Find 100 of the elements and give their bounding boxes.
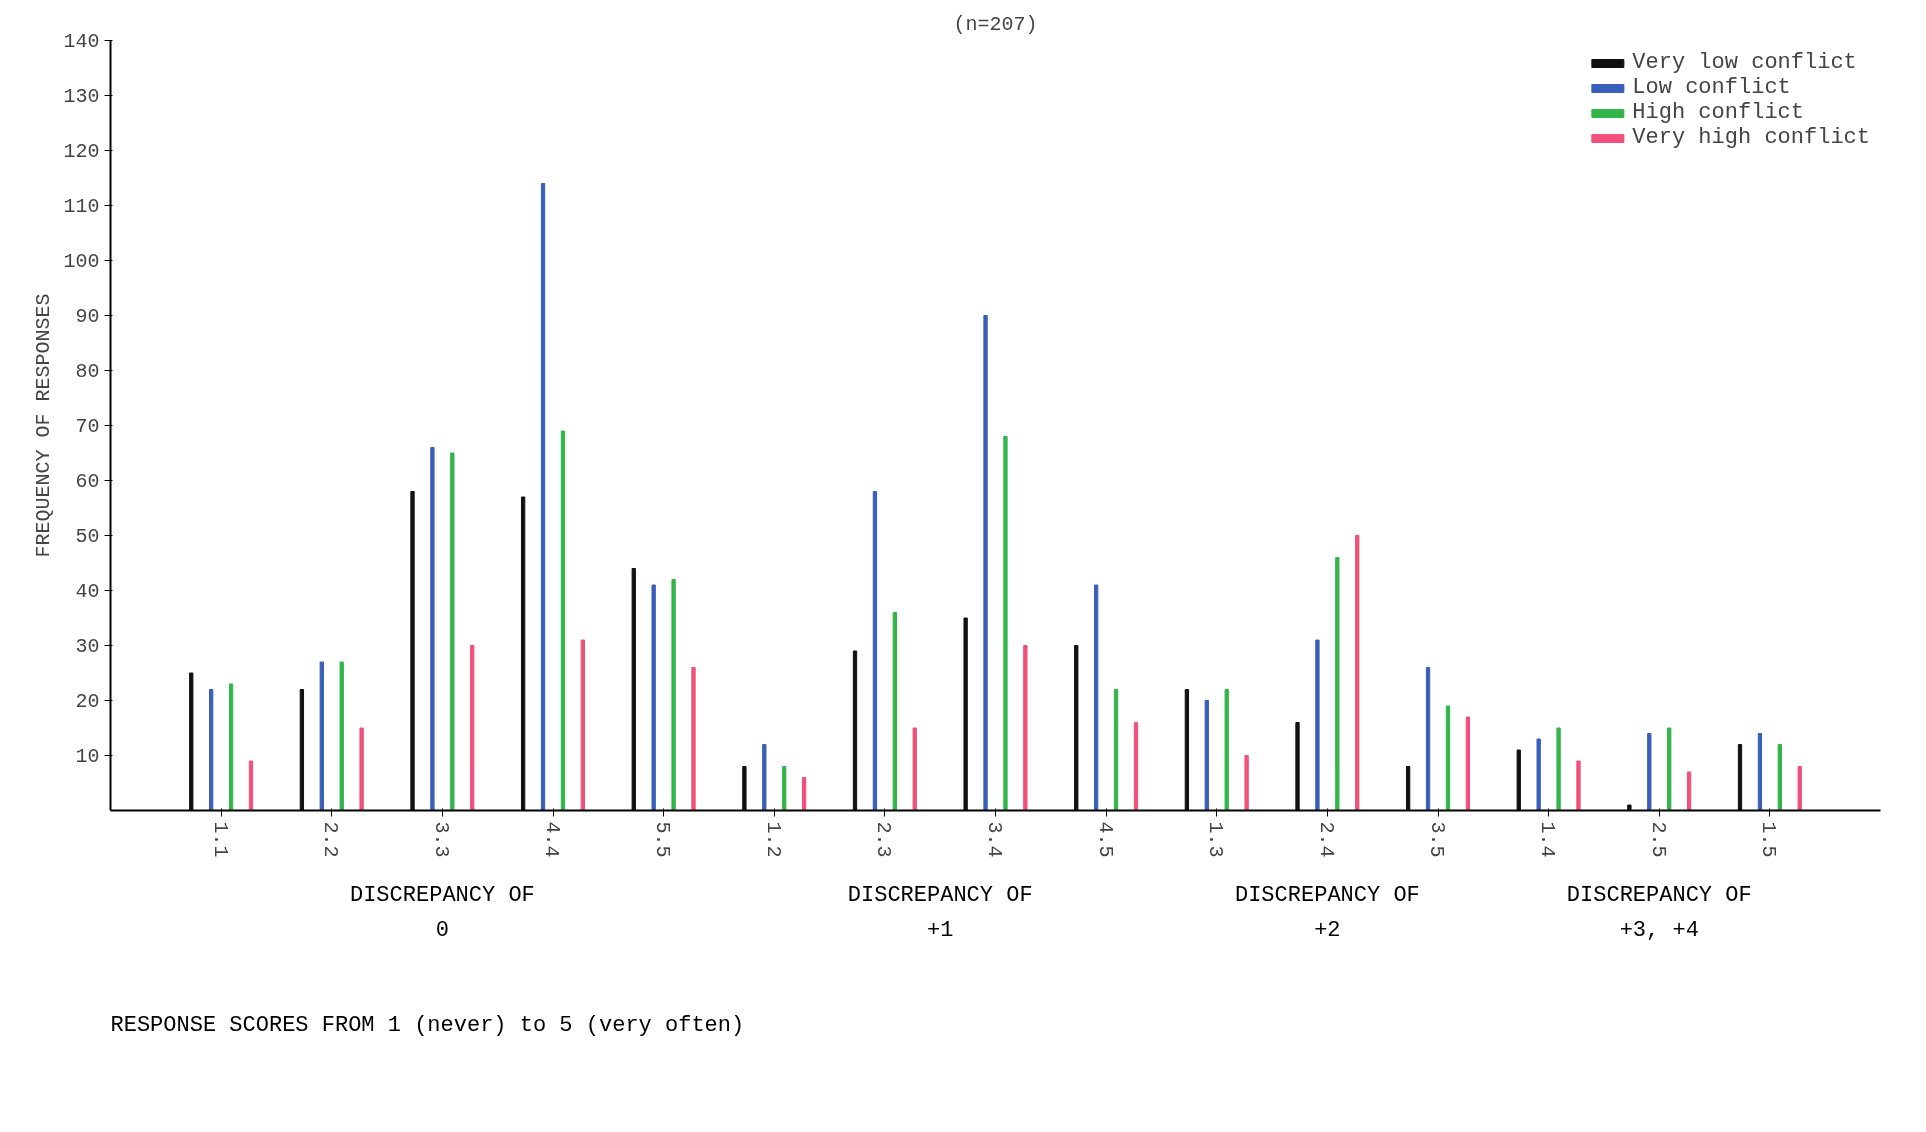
bar <box>580 639 586 811</box>
bar <box>1295 722 1300 811</box>
x-tick-label: 3.5 <box>1425 821 1449 858</box>
bar <box>892 612 897 811</box>
bar <box>691 667 696 811</box>
x-tick-label: 3.3 <box>429 821 453 858</box>
bar <box>1425 667 1431 811</box>
bar <box>852 650 858 811</box>
x-tick-label: 2.4 <box>1314 821 1338 858</box>
bar <box>1777 744 1782 811</box>
bar <box>299 689 305 811</box>
bar <box>540 183 546 811</box>
y-tick-label: 50 <box>75 525 100 548</box>
x-tick-label: 2.2 <box>319 821 343 858</box>
y-tick-label: 30 <box>75 635 100 658</box>
legend-label: High conflict <box>1632 100 1804 125</box>
bar <box>1536 738 1541 811</box>
bar <box>801 777 807 811</box>
bar <box>1516 749 1521 811</box>
bar <box>228 683 234 811</box>
bar <box>209 689 214 811</box>
bar <box>1224 689 1229 811</box>
bar <box>359 727 364 811</box>
text: DISCREPANCY OF 0 <box>349 882 535 943</box>
bar <box>1094 584 1099 811</box>
bar <box>631 568 636 811</box>
legend-label: Very high conflict <box>1632 125 1870 150</box>
bar <box>1204 700 1209 811</box>
text: RESPONSE SCORES FROM 1 (never) to 5 (very often) <box>110 1013 745 1038</box>
x-tick-label: 4.4 <box>540 821 564 858</box>
bar <box>983 315 988 811</box>
bar <box>872 491 878 811</box>
bar <box>742 766 747 811</box>
bar <box>1184 689 1190 811</box>
bar <box>912 727 917 811</box>
bar <box>410 491 415 811</box>
bar <box>1686 771 1692 811</box>
text: DISCREPANCY OF +1 <box>847 882 1033 943</box>
x-tick-label: 1.4 <box>1536 821 1560 858</box>
bar <box>1797 766 1802 811</box>
legend-label: Low conflict <box>1632 75 1791 100</box>
y-tick-label: 130 <box>63 85 100 108</box>
y-tick-label: 40 <box>75 580 100 603</box>
x-tick-label: 2.5 <box>1646 821 1670 858</box>
bar <box>651 584 656 811</box>
x-tick-label: 1.5 <box>1757 821 1781 858</box>
bar <box>248 760 254 811</box>
bar <box>782 766 787 811</box>
bar <box>963 617 968 811</box>
bar <box>450 452 455 811</box>
y-tick-label: 60 <box>75 470 100 493</box>
legend-label: Very low conflict <box>1632 50 1857 75</box>
x-tick-label: 5.5 <box>651 821 675 858</box>
text: DISCREPANCY OF +2 <box>1234 882 1420 943</box>
bar <box>1003 436 1008 811</box>
y-tick-label: 80 <box>75 360 100 383</box>
y-tick-label: 110 <box>63 195 100 218</box>
bar <box>1556 727 1561 811</box>
bar <box>1465 716 1471 811</box>
bar <box>339 661 344 811</box>
bar <box>1335 557 1340 811</box>
bar <box>1576 760 1581 811</box>
bar <box>1355 535 1360 811</box>
x-tick-label: 4.5 <box>1093 821 1117 858</box>
y-axis-title: FREQUENCY OF RESPONSES <box>32 293 56 558</box>
bar <box>189 672 194 811</box>
bar <box>671 579 676 811</box>
x-tick-label: 1.3 <box>1204 821 1228 858</box>
y-tick-label: 70 <box>75 415 100 438</box>
bar <box>1074 645 1079 811</box>
bar <box>1315 639 1320 811</box>
x-tick-label: 2.3 <box>872 821 896 858</box>
bar <box>1405 766 1411 811</box>
x-tick-label: 3.4 <box>983 821 1006 858</box>
bar <box>1133 722 1139 811</box>
bar <box>470 645 475 811</box>
x-tick-label: 1.1 <box>208 821 232 858</box>
bar <box>1737 744 1743 811</box>
chart-title: (n=207) <box>953 12 1038 36</box>
y-tick-label: 140 <box>63 30 100 53</box>
bar <box>1244 755 1249 811</box>
y-tick-label: 10 <box>75 745 100 768</box>
y-tick-label: 120 <box>63 140 100 163</box>
bar <box>762 744 767 811</box>
bar <box>1445 705 1451 811</box>
bar <box>1647 733 1652 811</box>
text: DISCREPANCY OF +3, +4 <box>1566 882 1752 943</box>
bar <box>319 661 324 811</box>
y-tick-label: 20 <box>75 690 100 713</box>
y-tick-label: 100 <box>63 250 100 273</box>
bar <box>520 496 526 811</box>
y-tick-label: 90 <box>75 305 100 328</box>
bar <box>560 430 566 811</box>
bar <box>430 447 435 811</box>
bar <box>1667 727 1672 811</box>
bar <box>1627 804 1632 811</box>
bar <box>1113 689 1119 811</box>
bar <box>1757 733 1763 811</box>
x-tick-label: 1.2 <box>761 821 785 858</box>
bar <box>1023 645 1028 811</box>
